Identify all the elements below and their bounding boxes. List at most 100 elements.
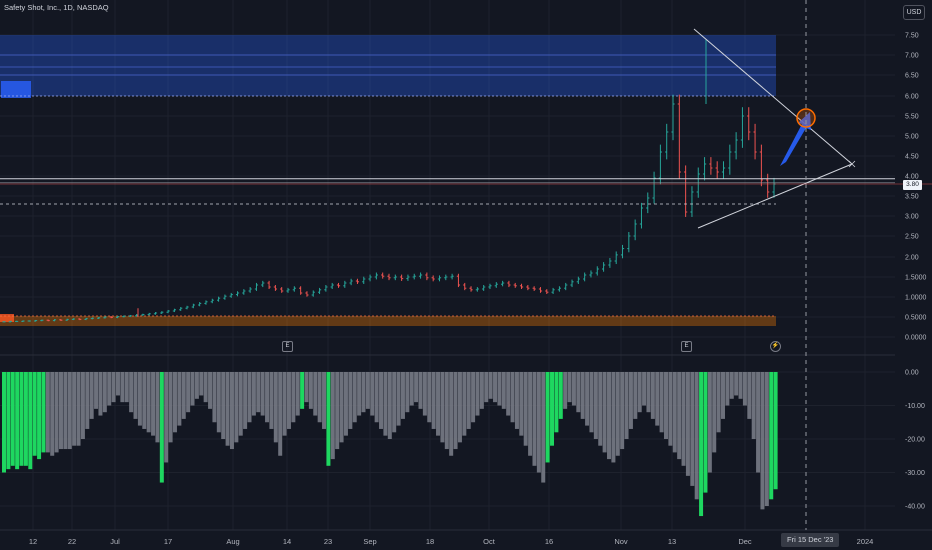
oscillator-bar [269, 372, 274, 429]
y-tick-label: 5.50 [905, 114, 919, 121]
time-axis[interactable]: 12 22 Jul 17 Aug 14 23 Sep 18 Oct 16 Nov 13 Dec 2024 [29, 537, 874, 546]
news-event-icon[interactable]: ⚡ [770, 341, 781, 352]
oscillator-bar [668, 372, 673, 446]
oscillator-bar [589, 372, 594, 433]
oscillator-bar [523, 372, 528, 446]
last-price-label: 3.80 [903, 180, 922, 190]
triangle-apex-marker [848, 160, 856, 168]
oscillator-bar [120, 372, 125, 403]
oscillator-bar [624, 372, 629, 439]
trend-drawings [0, 0, 932, 530]
x-tick-label: 17 [164, 537, 172, 546]
oscillator-bar [291, 372, 296, 423]
oscillator-bar [457, 372, 462, 443]
earnings-event-icon[interactable]: E [282, 341, 293, 352]
y-tick-label: 7.00 [905, 53, 919, 60]
oscillator-bar [396, 372, 401, 426]
oscillator-bar [681, 372, 686, 466]
oscillator-bar [712, 372, 717, 453]
oscillator-bar [571, 372, 576, 406]
x-tick-label: Sep [363, 537, 376, 546]
oscillator-bar [444, 372, 449, 450]
oscillator-bar [479, 372, 484, 409]
oscillator-bar [409, 372, 414, 406]
oscillator-bar [519, 372, 524, 436]
highlight-circle [796, 108, 816, 128]
oscillator-bar [725, 372, 730, 406]
oscillator-bar [357, 372, 362, 416]
oscillator-bar [133, 372, 138, 419]
x-tick-label: 22 [68, 537, 76, 546]
oscillator-bar [497, 372, 502, 406]
oscillator-bar [278, 372, 283, 456]
oscillator-bar [146, 372, 151, 433]
oscillator-bar [567, 372, 572, 403]
oscillator-bar [672, 372, 677, 453]
oscillator-bar [721, 372, 725, 419]
oscillator-bar [124, 372, 129, 403]
oscillator-bar [282, 372, 287, 436]
oscillator-bar [664, 372, 668, 439]
oscillator-bar [475, 372, 480, 416]
oscillator-bar [352, 372, 357, 423]
oscillator-bar [72, 372, 77, 446]
oscillator-bar [308, 372, 313, 409]
oscillator-bar [10, 372, 15, 466]
oscillator-bar [615, 372, 620, 456]
oscillator-bar [63, 372, 68, 450]
oscillator-bar [580, 372, 585, 419]
x-tick-label: 23 [324, 537, 332, 546]
oscillator-bar [506, 372, 511, 416]
oscillator-bar [703, 372, 708, 493]
triangle-upper-line [693, 28, 853, 165]
oscillator-bar [488, 372, 493, 399]
oscillator-bar [85, 372, 90, 429]
earnings-event-icon[interactable]: E [681, 341, 692, 352]
oscillator-bar [620, 372, 625, 450]
oscillator-bar [400, 372, 405, 419]
y-tick-label: 0.5000 [905, 315, 927, 322]
oscillator-bar [611, 372, 616, 463]
oscillator-bar [365, 372, 370, 409]
candlestick-series [2, 39, 776, 323]
currency-button[interactable]: USD [903, 5, 925, 20]
oscillator-bar [322, 372, 327, 429]
oscillator-bar [642, 372, 647, 406]
oscillator-tick-label: 0.00 [905, 370, 919, 377]
oscillator-bar [374, 372, 379, 423]
oscillator-bar [607, 372, 612, 460]
oscillator-bar [23, 372, 28, 466]
oscillator-bar [317, 372, 322, 423]
oscillator-bar [431, 372, 436, 429]
oscillator-bar [729, 372, 734, 399]
oscillator-bar [181, 372, 186, 419]
oscillator-bar [177, 372, 182, 426]
oscillator-bar [286, 372, 291, 429]
oscillator-bar [6, 372, 11, 470]
oscillator-bar [655, 372, 660, 426]
oscillator-bar [528, 372, 533, 456]
oscillator-axis[interactable]: 0.00 -10.00 -20.00 -30.00 -40.00 [905, 370, 925, 511]
oscillator-bar [484, 372, 489, 403]
oscillator-bar [650, 372, 655, 419]
oscillator-bar [760, 372, 765, 510]
support-marker [0, 314, 14, 322]
y-tick-label: 1.0000 [905, 295, 927, 302]
oscillator-bar [532, 372, 537, 466]
resistance-zone [0, 35, 776, 96]
oscillator-tick-label: -40.00 [905, 504, 925, 511]
oscillator-bar [54, 372, 59, 453]
price-axis[interactable]: 7.50 7.00 6.50 6.00 5.50 5.00 4.50 4.00 3.50 3.00… [905, 33, 927, 342]
oscillator-bar [172, 372, 177, 433]
oscillator-bar [773, 372, 778, 490]
x-tick-label: Oct [483, 537, 496, 546]
oscillator-bar [633, 372, 638, 419]
oscillator-bar [343, 372, 348, 436]
oscillator-bar [194, 372, 199, 399]
support-zone [0, 316, 776, 326]
oscillator-bar [462, 372, 467, 436]
oscillator-bar [383, 372, 388, 436]
oscillator-tick-label: -20.00 [905, 437, 925, 444]
oscillator-bar [67, 372, 72, 450]
